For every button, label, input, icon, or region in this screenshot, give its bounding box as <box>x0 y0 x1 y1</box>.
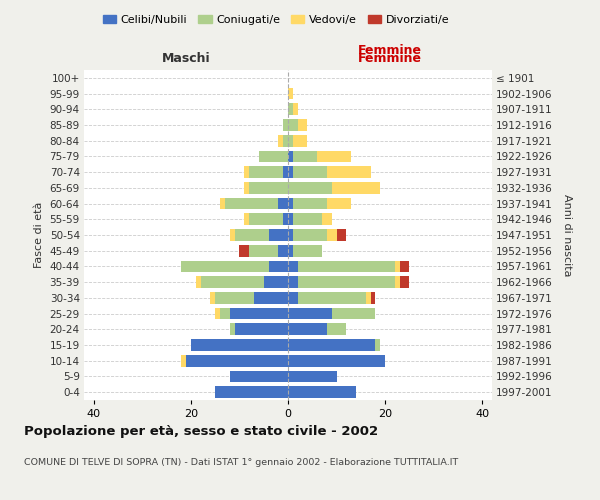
Bar <box>210 292 215 304</box>
Bar <box>327 229 337 241</box>
Bar <box>337 229 346 241</box>
Bar <box>191 339 288 351</box>
Bar <box>244 166 249 178</box>
Bar <box>230 229 235 241</box>
Bar <box>288 229 293 241</box>
Bar <box>288 119 298 131</box>
Bar <box>200 276 264 288</box>
Bar <box>288 355 385 366</box>
Bar <box>249 166 283 178</box>
Text: Femmine: Femmine <box>358 52 422 66</box>
Bar <box>278 135 283 146</box>
Bar <box>230 324 235 335</box>
Bar <box>322 214 332 225</box>
Bar <box>288 198 293 209</box>
Bar <box>327 166 371 178</box>
Bar <box>239 245 249 256</box>
Bar <box>327 198 351 209</box>
Bar <box>244 182 249 194</box>
Bar <box>298 260 395 272</box>
Bar <box>244 214 249 225</box>
Bar <box>288 104 293 115</box>
Bar <box>215 292 254 304</box>
Bar <box>395 260 400 272</box>
Text: Popolazione per età, sesso e stato civile - 2002: Popolazione per età, sesso e stato civil… <box>24 425 378 438</box>
Bar <box>288 370 337 382</box>
Bar <box>278 198 288 209</box>
Y-axis label: Anni di nascita: Anni di nascita <box>562 194 572 276</box>
Bar <box>400 260 409 272</box>
Bar <box>220 308 230 320</box>
Bar <box>298 119 307 131</box>
Bar <box>283 214 288 225</box>
Bar <box>400 276 409 288</box>
Bar <box>317 150 351 162</box>
Bar <box>293 245 322 256</box>
Bar <box>332 182 380 194</box>
Bar <box>288 292 298 304</box>
Text: Maschi: Maschi <box>161 52 211 66</box>
Bar <box>293 229 327 241</box>
Bar <box>186 355 288 366</box>
Bar <box>215 308 220 320</box>
Bar <box>288 276 298 288</box>
Bar <box>293 198 327 209</box>
Bar <box>293 135 307 146</box>
Bar <box>264 276 288 288</box>
Bar <box>278 245 288 256</box>
Bar <box>293 166 327 178</box>
Bar <box>283 166 288 178</box>
Bar <box>376 339 380 351</box>
Text: Femmine: Femmine <box>358 44 422 57</box>
Bar <box>269 229 288 241</box>
Bar <box>220 198 225 209</box>
Bar <box>215 386 288 398</box>
Bar <box>235 229 269 241</box>
Bar <box>327 324 346 335</box>
Legend: Celibi/Nubili, Coniugati/e, Vedovi/e, Divorziati/e: Celibi/Nubili, Coniugati/e, Vedovi/e, Di… <box>98 10 454 29</box>
Bar <box>332 308 376 320</box>
Bar <box>288 182 332 194</box>
Bar <box>235 324 288 335</box>
Bar <box>293 150 317 162</box>
Text: COMUNE DI TELVE DI SOPRA (TN) - Dati ISTAT 1° gennaio 2002 - Elaborazione TUTTIT: COMUNE DI TELVE DI SOPRA (TN) - Dati IST… <box>24 458 458 467</box>
Bar <box>293 214 322 225</box>
Bar <box>288 245 293 256</box>
Bar <box>288 150 293 162</box>
Bar <box>225 198 278 209</box>
Bar <box>230 370 288 382</box>
Bar <box>288 166 293 178</box>
Bar <box>298 276 395 288</box>
Bar <box>283 119 288 131</box>
Bar <box>254 292 288 304</box>
Bar <box>298 292 366 304</box>
Bar <box>288 339 376 351</box>
Bar <box>283 135 288 146</box>
Bar <box>181 355 186 366</box>
Bar <box>249 214 283 225</box>
Bar <box>196 276 200 288</box>
Bar <box>395 276 400 288</box>
Bar <box>293 104 298 115</box>
Bar <box>366 292 371 304</box>
Bar <box>249 245 278 256</box>
Y-axis label: Fasce di età: Fasce di età <box>34 202 44 268</box>
Bar <box>288 324 327 335</box>
Bar <box>181 260 269 272</box>
Bar <box>269 260 288 272</box>
Bar <box>288 214 293 225</box>
Bar <box>249 182 288 194</box>
Bar <box>288 135 293 146</box>
Bar <box>288 386 356 398</box>
Bar <box>288 88 293 100</box>
Bar <box>288 308 332 320</box>
Bar <box>288 260 298 272</box>
Bar <box>230 308 288 320</box>
Bar <box>259 150 288 162</box>
Bar <box>371 292 376 304</box>
